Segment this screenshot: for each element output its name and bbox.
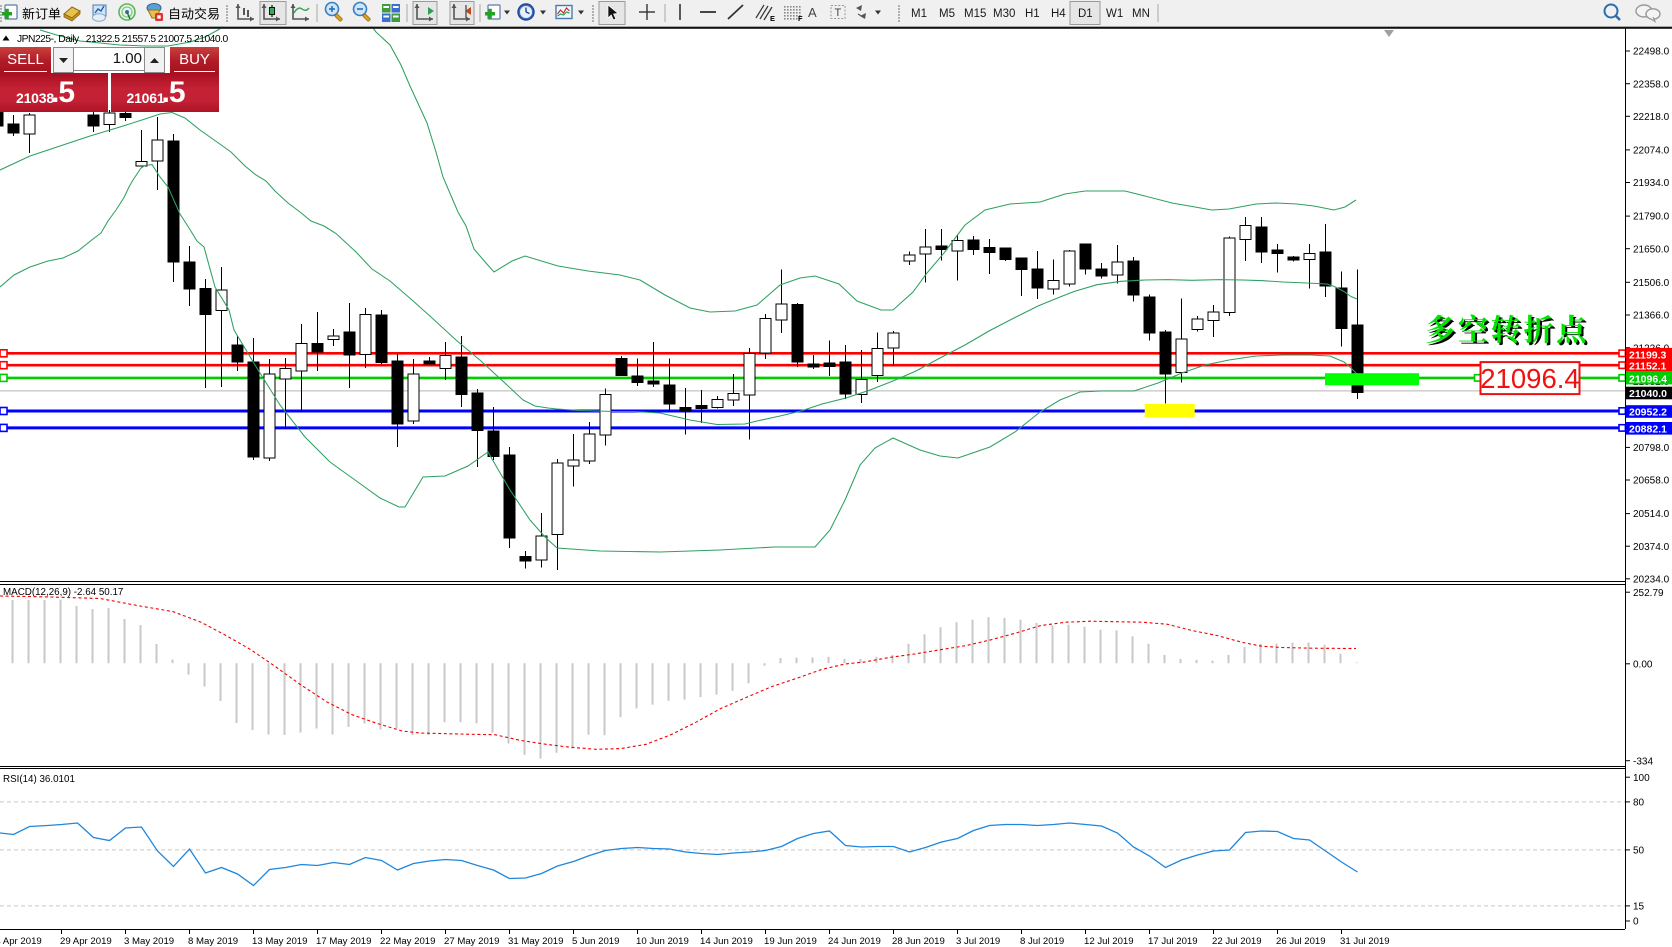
- svg-text:3 Jul 2019: 3 Jul 2019: [956, 936, 1000, 947]
- svg-text:M30: M30: [993, 8, 1015, 20]
- svg-text:80: 80: [1633, 798, 1645, 809]
- svg-text:D1: D1: [1078, 8, 1093, 20]
- svg-text:22 May 2019: 22 May 2019: [380, 936, 435, 947]
- svg-text:T: T: [835, 7, 842, 19]
- svg-text:20798.0: 20798.0: [1633, 443, 1670, 454]
- svg-text:252.79: 252.79: [1633, 588, 1664, 599]
- svg-text:MN: MN: [1132, 8, 1150, 20]
- svg-text:27 May 2019: 27 May 2019: [444, 936, 499, 947]
- svg-text:20952.2: 20952.2: [1629, 407, 1667, 419]
- svg-text:3 May 2019: 3 May 2019: [124, 936, 174, 947]
- svg-text:A: A: [808, 5, 817, 20]
- svg-text:W1: W1: [1106, 8, 1123, 20]
- svg-text:22074.0: 22074.0: [1633, 146, 1670, 157]
- svg-text:100: 100: [1633, 773, 1650, 784]
- svg-text:RSI(14) 36.0101: RSI(14) 36.0101: [3, 774, 75, 785]
- svg-text:-334: -334: [1633, 756, 1653, 767]
- svg-text:20374.0: 20374.0: [1633, 542, 1670, 553]
- svg-text:17 May 2019: 17 May 2019: [316, 936, 371, 947]
- svg-text:19 Jun 2019: 19 Jun 2019: [764, 936, 817, 947]
- svg-text:H4: H4: [1051, 8, 1066, 20]
- svg-text:22218.0: 22218.0: [1633, 112, 1670, 123]
- svg-text:24 Apr 2019: 24 Apr 2019: [0, 936, 42, 947]
- svg-text:8 May 2019: 8 May 2019: [188, 936, 238, 947]
- svg-text:21650.0: 21650.0: [1633, 244, 1670, 255]
- svg-text:21506.0: 21506.0: [1633, 278, 1670, 289]
- svg-text:21199.3: 21199.3: [1629, 349, 1667, 361]
- svg-text:21152.1: 21152.1: [1629, 361, 1667, 373]
- svg-text:MACD(12,26,9) -2.64 50.17: MACD(12,26,9) -2.64 50.17: [3, 587, 123, 598]
- svg-text:F: F: [798, 14, 803, 23]
- svg-text:15: 15: [1633, 902, 1645, 913]
- svg-text:0.00: 0.00: [1633, 659, 1653, 670]
- svg-text:14 Jun 2019: 14 Jun 2019: [700, 936, 753, 947]
- svg-text:29 Apr 2019: 29 Apr 2019: [60, 936, 112, 947]
- svg-text:M5: M5: [939, 8, 955, 20]
- svg-text:24 Jun 2019: 24 Jun 2019: [828, 936, 881, 947]
- svg-text:31 Jul 2019: 31 Jul 2019: [1340, 936, 1390, 947]
- svg-text:21040.0: 21040.0: [1629, 388, 1667, 400]
- svg-text:17 Jul 2019: 17 Jul 2019: [1148, 936, 1198, 947]
- svg-text:JPN225-, Daily 21322.5 21557: JPN225-, Daily 21322.5 21557.5 21007.5 2…: [17, 34, 228, 45]
- svg-text:22498.0: 22498.0: [1633, 47, 1670, 58]
- svg-text:10 Jun 2019: 10 Jun 2019: [636, 936, 689, 947]
- svg-text:M15: M15: [964, 8, 986, 20]
- svg-text:28 Jun 2019: 28 Jun 2019: [892, 936, 945, 947]
- svg-text:H1: H1: [1025, 8, 1040, 20]
- svg-text:21366.0: 21366.0: [1633, 311, 1670, 322]
- svg-text:31 May 2019: 31 May 2019: [508, 936, 563, 947]
- svg-text:20514.0: 20514.0: [1633, 509, 1670, 520]
- svg-text:12 Jul 2019: 12 Jul 2019: [1084, 936, 1134, 947]
- svg-text:21790.0: 21790.0: [1633, 212, 1670, 223]
- svg-text:0: 0: [1633, 917, 1639, 928]
- svg-text:21096.4: 21096.4: [1480, 363, 1579, 394]
- svg-text:50: 50: [1633, 846, 1645, 857]
- svg-text:5 Jun 2019: 5 Jun 2019: [572, 936, 619, 947]
- svg-text:20882.1: 20882.1: [1629, 424, 1667, 436]
- svg-text:M1: M1: [911, 8, 927, 20]
- svg-text:20658.0: 20658.0: [1633, 476, 1670, 487]
- svg-text:26 Jul 2019: 26 Jul 2019: [1276, 936, 1326, 947]
- svg-text:21934.0: 21934.0: [1633, 178, 1670, 189]
- svg-text:13 May 2019: 13 May 2019: [252, 936, 307, 947]
- svg-text:E: E: [770, 14, 775, 23]
- svg-text:22 Jul 2019: 22 Jul 2019: [1212, 936, 1262, 947]
- svg-text:21096.4: 21096.4: [1629, 373, 1667, 385]
- svg-text:22358.0: 22358.0: [1633, 79, 1670, 90]
- svg-text:8 Jul 2019: 8 Jul 2019: [1020, 936, 1064, 947]
- svg-text:20234.0: 20234.0: [1633, 574, 1670, 585]
